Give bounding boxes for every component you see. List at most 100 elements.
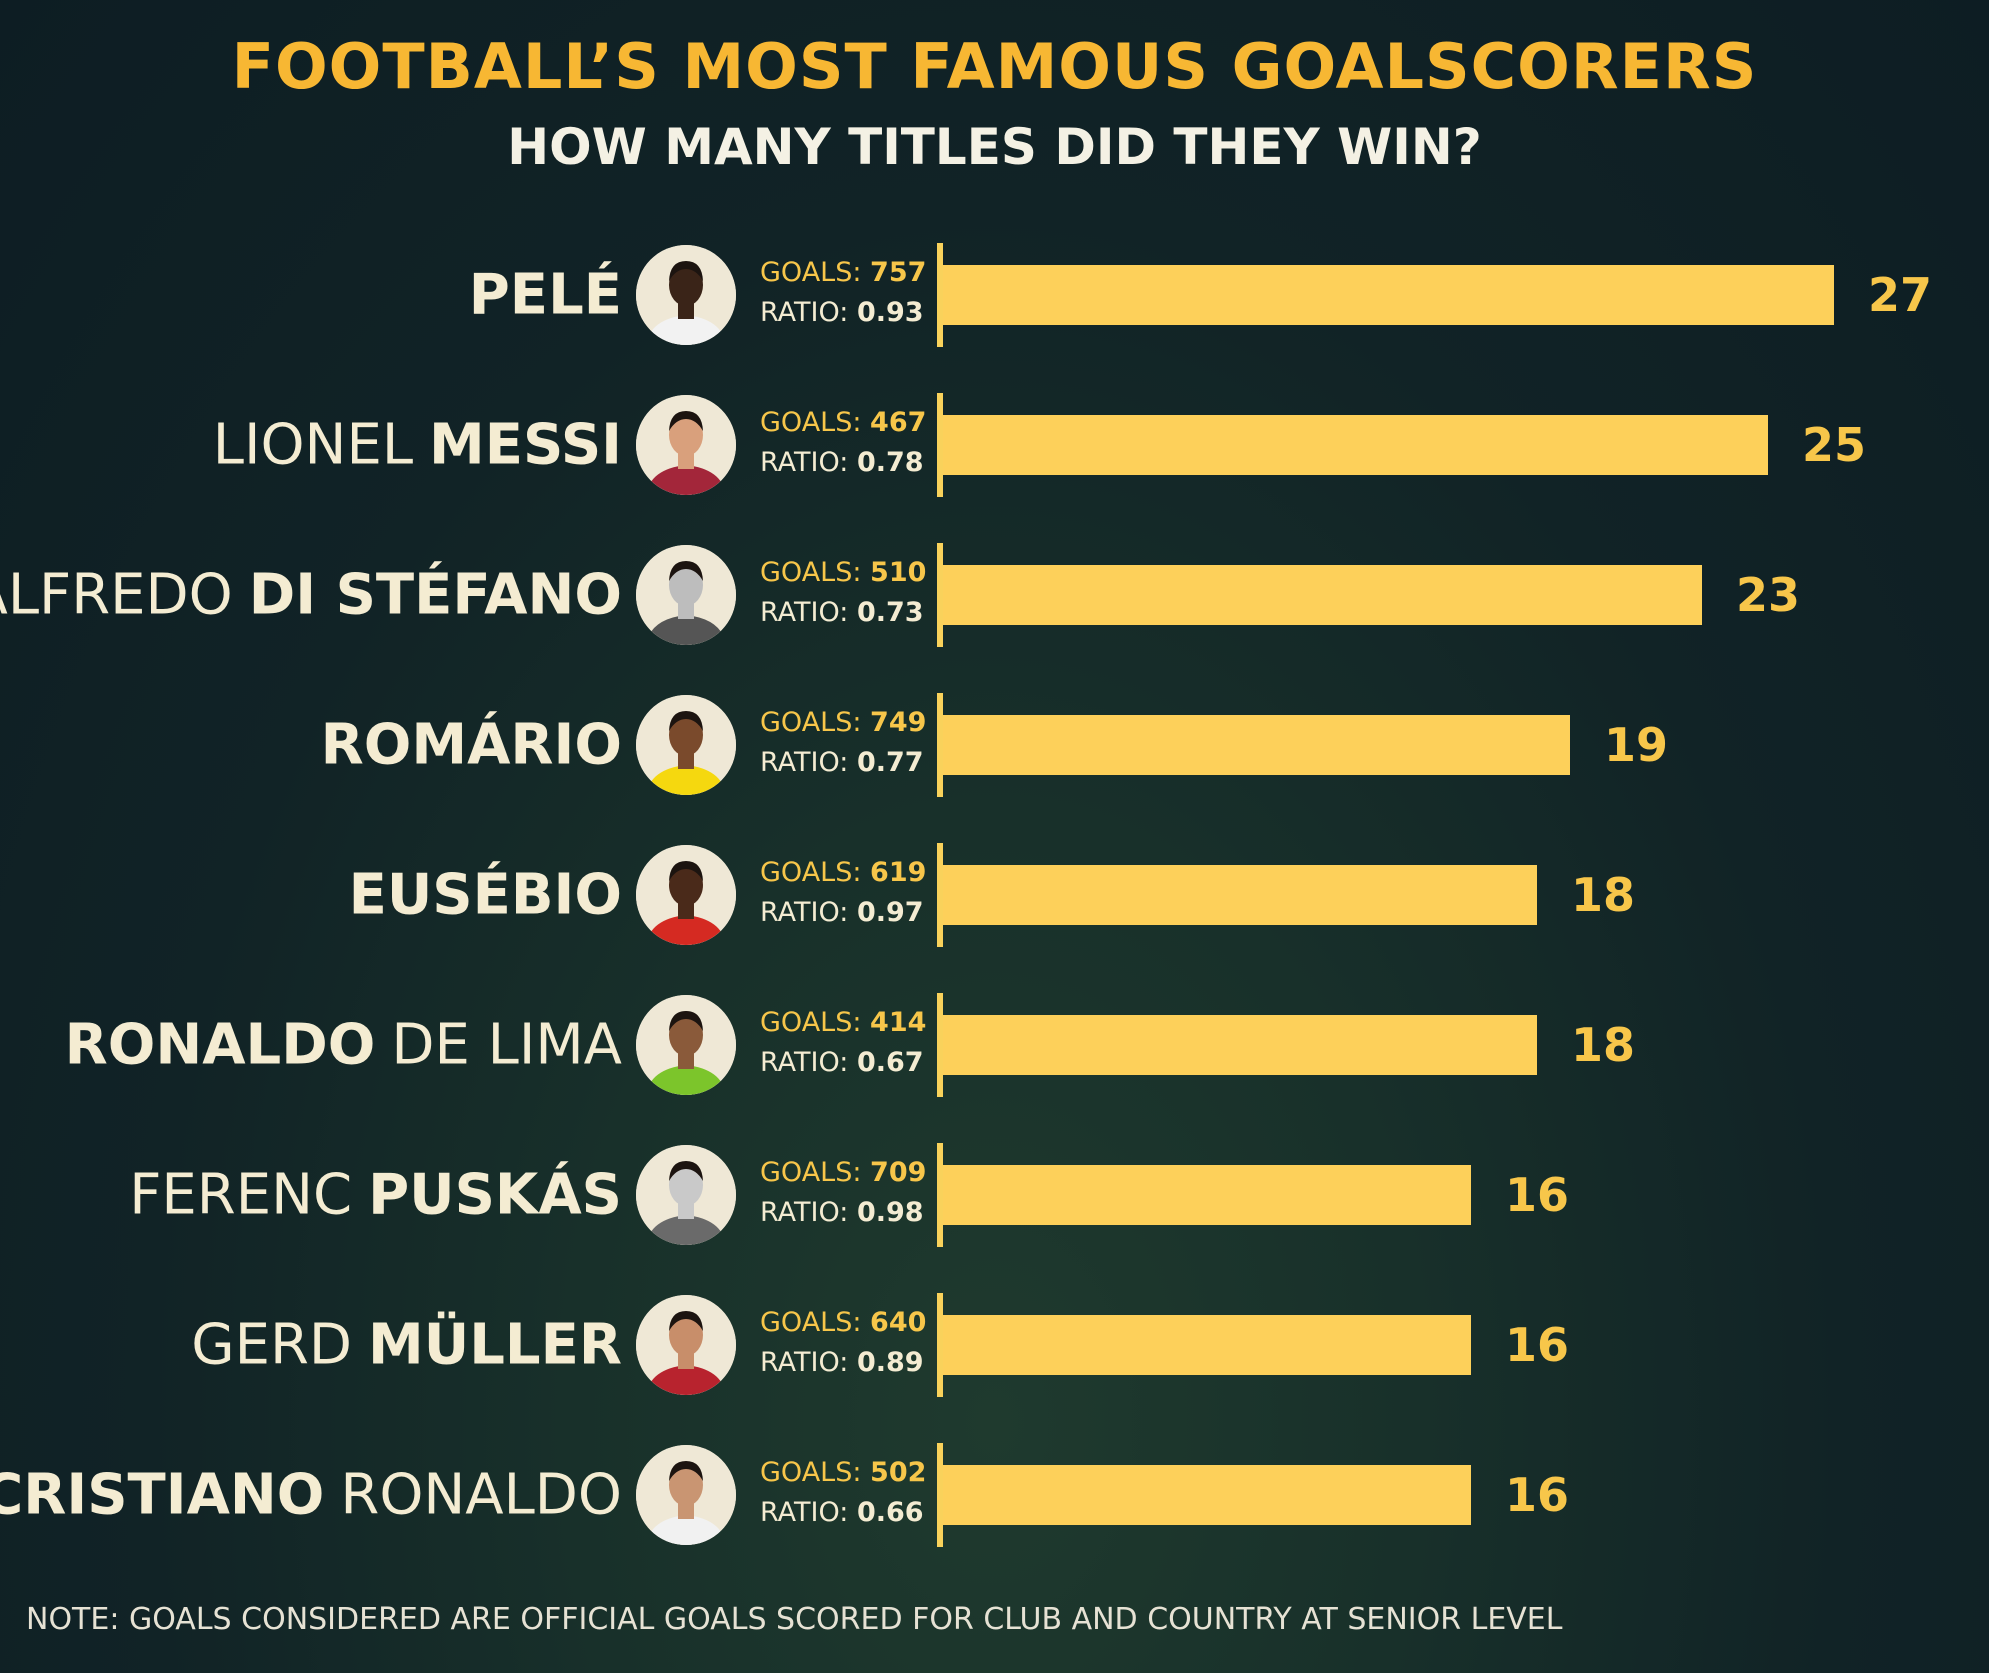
player-first-name: CRISTIANO bbox=[0, 1462, 325, 1528]
goals-label: GOALS: bbox=[760, 707, 862, 738]
chart-row: PELÉ GOALS: 757 RATIO: 0.93 bbox=[0, 245, 1989, 345]
axis-tick-segment bbox=[937, 1293, 943, 1397]
player-last-name: PUSKÁS bbox=[368, 1162, 622, 1228]
titles-value-label: 19 bbox=[1604, 718, 1669, 772]
titles-bar bbox=[943, 1315, 1471, 1375]
player-stats: GOALS: 640 RATIO: 0.89 bbox=[760, 1303, 926, 1383]
player-last-name: DE LIMA bbox=[391, 1012, 622, 1078]
axis-tick-segment bbox=[937, 1143, 943, 1247]
chart-row: LIONEL MESSI GOALS: 467 RATIO: 0.78 bbox=[0, 395, 1989, 495]
chart-row: EUSÉBIO GOALS: 619 RATIO: 0.97 bbox=[0, 845, 1989, 945]
player-name-label: FERENC PUSKÁS bbox=[129, 1163, 622, 1228]
player-name-label: LIONEL MESSI bbox=[213, 413, 622, 478]
player-stats: GOALS: 749 RATIO: 0.77 bbox=[760, 703, 926, 783]
ratio-value: 0.93 bbox=[856, 297, 924, 328]
titles-bar bbox=[943, 865, 1537, 925]
titles-value-label: 16 bbox=[1505, 1468, 1570, 1522]
player-last-name: PELÉ bbox=[468, 262, 622, 328]
axis-tick-segment bbox=[937, 693, 943, 797]
titles-bar bbox=[943, 265, 1834, 325]
titles-bar bbox=[943, 715, 1570, 775]
player-stats: GOALS: 414 RATIO: 0.67 bbox=[760, 1003, 926, 1083]
axis-tick-segment bbox=[937, 843, 943, 947]
ratio-label: RATIO: bbox=[760, 1497, 849, 1528]
titles-value-label: 18 bbox=[1571, 868, 1636, 922]
ratio-value: 0.89 bbox=[856, 1347, 924, 1378]
cristiano-ronaldo-portrait-icon bbox=[636, 1445, 736, 1545]
axis-tick-segment bbox=[937, 243, 943, 347]
chart-row: CRISTIANO RONALDO GOALS: 502 RATIO: 0.66 bbox=[0, 1445, 1989, 1545]
ratio-label: RATIO: bbox=[760, 1347, 849, 1378]
player-first-name: RONALDO bbox=[64, 1012, 376, 1078]
goals-value: 510 bbox=[870, 557, 927, 588]
goals-value: 640 bbox=[870, 1307, 927, 1338]
axis-tick-segment bbox=[937, 393, 943, 497]
ronaldo-de-lima-portrait-icon bbox=[636, 995, 736, 1095]
player-stats: GOALS: 757 RATIO: 0.93 bbox=[760, 253, 926, 333]
ratio-label: RATIO: bbox=[760, 1047, 849, 1078]
player-last-name: MESSI bbox=[429, 412, 622, 478]
player-last-name: RONALDO bbox=[340, 1462, 622, 1528]
puskas-portrait-icon bbox=[636, 1145, 736, 1245]
ratio-value: 0.78 bbox=[856, 447, 924, 478]
goals-label: GOALS: bbox=[760, 1307, 862, 1338]
titles-bar bbox=[943, 1465, 1471, 1525]
goals-value: 757 bbox=[870, 257, 927, 288]
di-stefano-portrait-icon bbox=[636, 545, 736, 645]
player-stats: GOALS: 467 RATIO: 0.78 bbox=[760, 403, 926, 483]
titles-value-label: 16 bbox=[1505, 1318, 1570, 1372]
chart-row: ROMÁRIO GOALS: 749 RATIO: 0.77 bbox=[0, 695, 1989, 795]
ratio-label: RATIO: bbox=[760, 1197, 849, 1228]
footnote: NOTE: GOALS CONSIDERED ARE OFFICIAL GOAL… bbox=[26, 1602, 1563, 1637]
ratio-value: 0.73 bbox=[856, 597, 924, 628]
chart-row: ALFREDODI STÉFANO GOALS: 510 RATIO: 0.73 bbox=[0, 545, 1989, 645]
titles-value-label: 23 bbox=[1736, 568, 1801, 622]
ratio-value: 0.66 bbox=[856, 1497, 924, 1528]
axis-tick-segment bbox=[937, 993, 943, 1097]
goals-label: GOALS: bbox=[760, 1007, 862, 1038]
ratio-label: RATIO: bbox=[760, 447, 849, 478]
chart-subtitle: HOW MANY TITLES DID THEY WIN? bbox=[507, 118, 1482, 176]
chart-row: GERD MÜLLER GOALS: 640 RATIO: 0.89 bbox=[0, 1295, 1989, 1395]
player-last-name: DI STÉFANO bbox=[248, 562, 622, 628]
chart-row: RONALDO DE LIMA GOALS: 414 RATIO: 0.67 bbox=[0, 995, 1989, 1095]
chart-row: FERENC PUSKÁS GOALS: 709 RATIO: 0.98 bbox=[0, 1145, 1989, 1245]
titles-value-label: 25 bbox=[1802, 418, 1867, 472]
player-first-name: GERD bbox=[191, 1312, 353, 1378]
goals-value: 709 bbox=[870, 1157, 927, 1188]
player-stats: GOALS: 619 RATIO: 0.97 bbox=[760, 853, 926, 933]
ratio-label: RATIO: bbox=[760, 297, 849, 328]
ratio-value: 0.77 bbox=[856, 747, 924, 778]
goals-value: 502 bbox=[870, 1457, 927, 1488]
titles-bar bbox=[943, 565, 1702, 625]
goals-value: 619 bbox=[870, 857, 927, 888]
player-first-name: LIONEL bbox=[212, 412, 414, 478]
titles-bar bbox=[943, 1015, 1537, 1075]
player-stats: GOALS: 510 RATIO: 0.73 bbox=[760, 553, 926, 633]
player-last-name: MÜLLER bbox=[368, 1312, 622, 1378]
player-first-name: ALFREDO bbox=[0, 562, 233, 628]
titles-value-label: 18 bbox=[1571, 1018, 1636, 1072]
messi-portrait-icon bbox=[636, 395, 736, 495]
player-stats: GOALS: 709 RATIO: 0.98 bbox=[760, 1153, 926, 1233]
player-name-label: ALFREDODI STÉFANO bbox=[0, 563, 622, 628]
goals-label: GOALS: bbox=[760, 857, 862, 888]
muller-portrait-icon bbox=[636, 1295, 736, 1395]
player-name-label: RONALDO DE LIMA bbox=[65, 1013, 622, 1078]
titles-bar bbox=[943, 1165, 1471, 1225]
goals-label: GOALS: bbox=[760, 407, 862, 438]
goals-label: GOALS: bbox=[760, 1157, 862, 1188]
axis-tick-segment bbox=[937, 543, 943, 647]
titles-bar bbox=[943, 415, 1768, 475]
player-last-name: EUSÉBIO bbox=[348, 862, 622, 928]
goals-label: GOALS: bbox=[760, 1457, 862, 1488]
ratio-value: 0.67 bbox=[856, 1047, 924, 1078]
player-name-label: PELÉ bbox=[469, 263, 622, 328]
player-first-name: FERENC bbox=[129, 1162, 353, 1228]
player-name-label: EUSÉBIO bbox=[349, 863, 622, 928]
goals-value: 414 bbox=[870, 1007, 927, 1038]
player-stats: GOALS: 502 RATIO: 0.66 bbox=[760, 1453, 926, 1533]
ratio-value: 0.98 bbox=[856, 1197, 924, 1228]
romario-portrait-icon bbox=[636, 695, 736, 795]
eusebio-portrait-icon bbox=[636, 845, 736, 945]
